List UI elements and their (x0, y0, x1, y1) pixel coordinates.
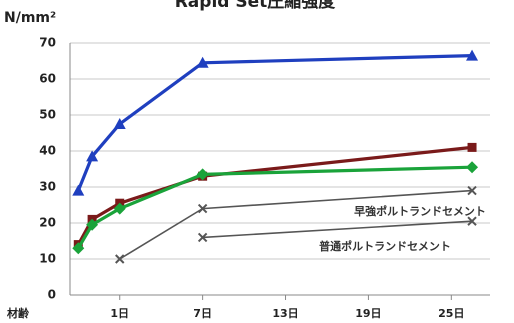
marker (467, 216, 477, 226)
series-line (202, 220, 473, 239)
marker (466, 49, 479, 61)
x-tick-label: 1日 (110, 307, 129, 320)
marker (72, 184, 85, 196)
marker (196, 56, 209, 68)
marker (86, 218, 99, 231)
x-tick-label: 7日 (193, 307, 212, 320)
x-tick-label: 25日 (438, 307, 464, 320)
x-tick-label: 13日 (272, 307, 298, 320)
y-tick-label: 60 (39, 72, 56, 86)
marker (86, 150, 99, 162)
x-axis-label: 材齢 (7, 306, 30, 320)
series-line (76, 145, 473, 246)
marker (466, 161, 479, 174)
marker (113, 118, 126, 129)
chart-title: Rapid Set圧縮強度 (175, 0, 337, 12)
y-tick-label: 0 (48, 288, 56, 302)
series-label: 早強ポルトランドセメント (354, 204, 486, 218)
series-label: 普通ポルトランドセメント (319, 239, 451, 253)
marker (115, 254, 125, 264)
marker (197, 203, 208, 214)
marker (113, 202, 126, 215)
y-tick-label: 40 (39, 144, 56, 158)
marker (196, 168, 209, 181)
y-tick-label: 70 (39, 36, 56, 50)
marker (72, 242, 85, 255)
y-tick-label: 20 (39, 216, 56, 230)
marker (197, 232, 208, 243)
y-tick-label: 50 (39, 108, 56, 122)
y-tick-label: 10 (39, 252, 56, 266)
marker (467, 185, 477, 196)
y-axis-label: N/mm² (4, 10, 56, 26)
marker (467, 142, 477, 152)
x-tick-label: 19日 (355, 307, 381, 320)
y-tick-label: 30 (39, 180, 56, 194)
